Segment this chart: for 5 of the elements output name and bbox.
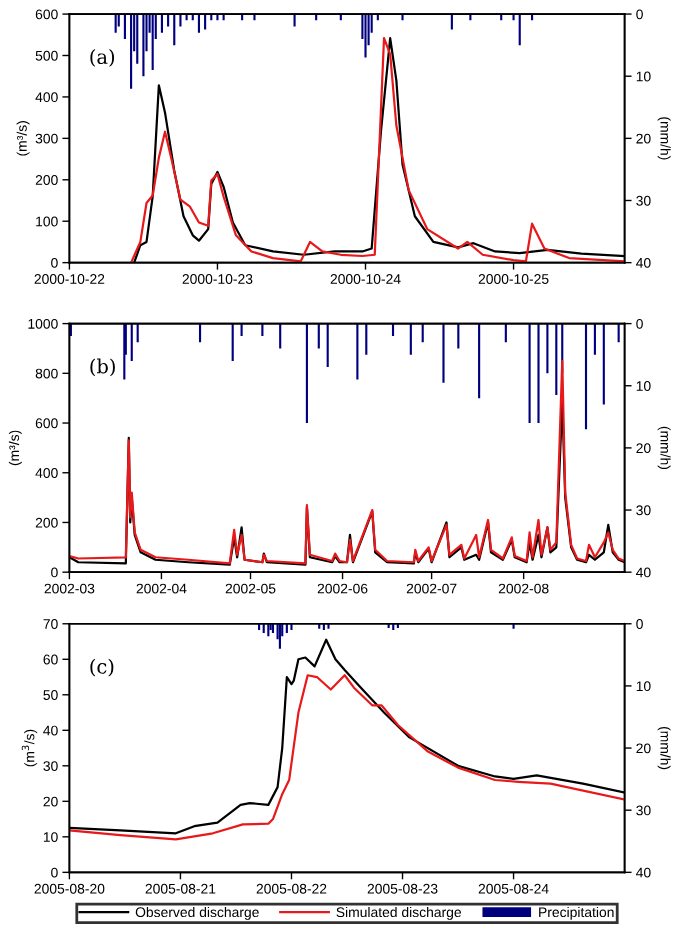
line-series [69,359,625,565]
annotation: (a) [90,49,115,67]
line-series [69,674,625,841]
annotation: (b) [90,358,115,377]
annotation: (c) [90,658,114,677]
